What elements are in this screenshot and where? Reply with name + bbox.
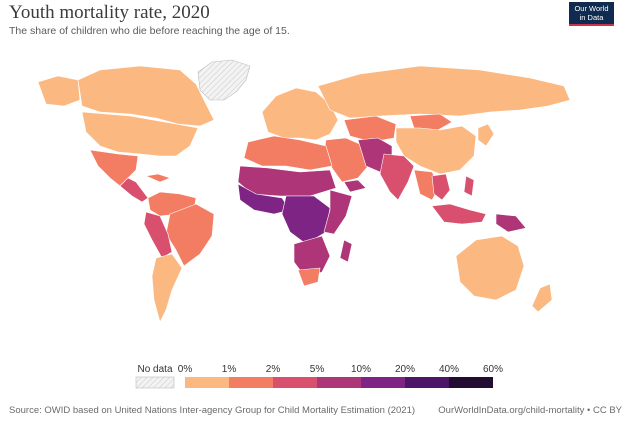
region-russia[interactable] (317, 65, 571, 119)
region-indonesia[interactable] (431, 203, 487, 225)
owid-logo[interactable]: Our World in Data (569, 2, 614, 26)
legend-swatch-4[interactable] (361, 377, 405, 388)
source-note: Source: OWID based on United Nations Int… (9, 405, 416, 416)
legend-swatch-6[interactable] (449, 377, 493, 388)
region-australia[interactable] (455, 235, 525, 301)
region-mongolia[interactable] (409, 113, 453, 131)
legend-tick-label: 0% (178, 364, 193, 375)
region-china[interactable] (395, 125, 477, 175)
region-central-africa[interactable] (281, 195, 331, 245)
region-canada[interactable] (77, 65, 215, 127)
region-central-america[interactable] (119, 177, 149, 203)
logo-line-2: in Data (579, 13, 604, 22)
legend-no-data-label: No data (137, 364, 172, 375)
region-south-africa[interactable] (297, 267, 321, 287)
region-greenland[interactable] (197, 59, 251, 101)
region-papua-new-guinea[interactable] (495, 213, 527, 233)
region-east-africa[interactable] (323, 189, 353, 235)
region-alaska[interactable] (37, 75, 81, 107)
legend-swatch-3[interactable] (317, 377, 361, 388)
region-north-africa[interactable] (243, 135, 333, 171)
region-yemen[interactable] (343, 179, 367, 193)
legend-swatch-0[interactable] (185, 377, 229, 388)
legend-no-data-swatch[interactable] (135, 376, 175, 389)
chart-subtitle: The share of children who die before rea… (9, 25, 290, 37)
logo-line-1: Our World (574, 4, 609, 13)
legend-swatch-2[interactable] (273, 377, 317, 388)
legend-swatch-5[interactable] (405, 377, 449, 388)
legend-tick-label: 20% (395, 364, 415, 375)
legend-tick-label: 10% (351, 364, 371, 375)
region-sahel[interactable] (237, 165, 337, 197)
region-southern-cone[interactable] (151, 253, 183, 323)
region-east-asia-islands[interactable] (477, 123, 495, 147)
region-southern-africa[interactable] (293, 235, 331, 279)
legend-tick-label: 2% (266, 364, 281, 375)
region-united-states[interactable] (81, 111, 199, 157)
world-map (37, 59, 571, 323)
color-legend: No data 0% 1% 2% 5% 10% 20% 40% 60% (135, 364, 503, 389)
legend-tick-label: 1% (222, 364, 237, 375)
region-caribbean[interactable] (145, 173, 171, 183)
region-madagascar[interactable] (339, 239, 353, 263)
attribution-link[interactable]: OurWorldInData.org/child-mortality • CC … (438, 405, 622, 416)
region-central-asia[interactable] (343, 115, 397, 143)
legend-tick-label: 40% (439, 364, 459, 375)
legend-tick-label: 5% (310, 364, 325, 375)
legend-swatch-1[interactable] (229, 377, 273, 388)
region-andes[interactable] (143, 211, 173, 259)
chart-title: Youth mortality rate, 2020 (9, 2, 210, 23)
region-west-africa[interactable] (237, 183, 291, 215)
region-new-zealand[interactable] (531, 283, 553, 313)
region-india[interactable] (379, 153, 415, 201)
region-philippines[interactable] (463, 175, 475, 197)
legend-tick-label-last: 60% (483, 364, 503, 375)
region-mainland-southeast-asia[interactable] (431, 173, 451, 201)
